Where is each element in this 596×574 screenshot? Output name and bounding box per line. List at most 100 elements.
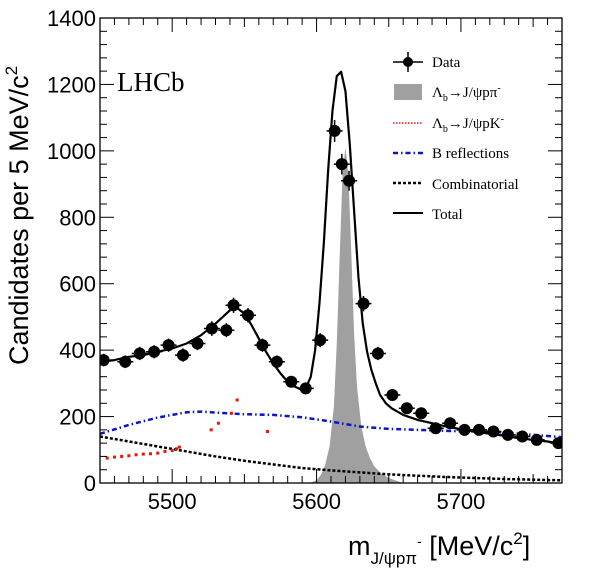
kaon-point <box>141 452 145 456</box>
data-point <box>189 336 206 351</box>
legend-signal-sub: b <box>443 93 448 104</box>
data-point <box>427 422 444 435</box>
combinatorial-layer <box>100 435 562 482</box>
x-tick-label: 5600 <box>292 489 341 514</box>
data-point-marker <box>357 297 370 310</box>
y-tick-label: 1200 <box>47 72 96 97</box>
data-point <box>514 430 531 443</box>
legend-label-data: Data <box>432 55 461 71</box>
data-point <box>384 388 401 401</box>
legend-kaon-sub: b <box>443 124 448 135</box>
kaon-point <box>105 456 109 460</box>
data-point-marker <box>133 347 146 360</box>
legend: Data Λb→J/ψpπ- Λb→J/ψpK- B reflections C… <box>393 52 519 223</box>
data-point-marker <box>472 423 485 436</box>
x-axis-title-sub: J/ψpπ <box>371 549 418 568</box>
kaon-point <box>149 452 153 456</box>
data-point-marker <box>444 417 457 430</box>
data-point <box>218 323 235 338</box>
legend-entry-comb: Combinatorial <box>393 177 519 193</box>
legend-kaon-main: Λ <box>432 116 443 132</box>
data-point-marker <box>148 345 161 358</box>
legend-label-comb: Combinatorial <box>432 177 519 193</box>
legend-label-kaon: Λb→J/ψpK- <box>432 114 504 135</box>
data-point-marker <box>530 433 543 446</box>
data-point <box>499 428 516 441</box>
data-point <box>203 321 220 336</box>
data-point-marker <box>227 299 240 312</box>
data-point-marker <box>191 337 204 350</box>
x-tick-label: 5700 <box>436 489 485 514</box>
data-point-marker <box>285 375 298 388</box>
x-axis-title-unit-post: ] <box>523 531 531 561</box>
legend-kaon-rest: →J/ψpK <box>448 116 501 132</box>
data-point-marker <box>220 324 233 337</box>
combinatorial-line <box>100 435 562 482</box>
data-point-marker <box>162 339 175 352</box>
data-point <box>297 382 314 395</box>
data-point <box>225 297 242 313</box>
legend-signal-rest: →J/ψpπ <box>448 85 498 101</box>
data-point-marker <box>335 158 348 171</box>
signal-area <box>309 147 404 483</box>
x-axis-title-main: m <box>348 531 371 561</box>
legend-data-marker <box>403 57 413 67</box>
signal-layer <box>309 147 404 483</box>
kaon-point <box>170 448 174 452</box>
data-point-marker <box>314 334 327 347</box>
y-tick-label: 1400 <box>47 6 96 31</box>
axis-ticks <box>100 17 563 484</box>
data-point <box>470 423 487 436</box>
data-point-marker <box>328 124 341 137</box>
data-point-marker <box>487 425 500 438</box>
legend-signal-sup: - <box>497 83 500 94</box>
data-point <box>456 423 473 436</box>
y-axis-title: Candidates per 5 MeV/c2 <box>2 66 34 365</box>
data-point-marker <box>400 402 413 415</box>
y-tick-label: 1000 <box>47 139 96 164</box>
y-tick-label: 600 <box>59 272 96 297</box>
data-point <box>312 333 329 348</box>
data-point <box>160 338 177 352</box>
x-tick-label: 5500 <box>148 489 197 514</box>
data-point <box>175 348 192 362</box>
legend-entry-total: Total <box>393 207 463 223</box>
legend-entry-kaon: Λb→J/ψpK- <box>393 114 504 135</box>
data-point-marker <box>386 388 399 401</box>
data-point <box>341 170 358 191</box>
y-axis-title-main: Candidates per 5 MeV/c <box>4 75 34 365</box>
y-tick-label: 0 <box>84 471 96 496</box>
data-point-marker <box>177 349 190 362</box>
kaon-point <box>175 447 179 451</box>
data-point <box>100 353 112 367</box>
kaon-point <box>120 454 124 458</box>
data-point <box>283 375 300 388</box>
data-point-marker <box>205 322 218 335</box>
kaon-point <box>177 445 181 449</box>
legend-entry-signal: Λb→J/ψpπ- <box>394 83 501 104</box>
legend-signal-swatch <box>394 84 422 100</box>
kaon-point <box>235 398 239 402</box>
data-point <box>355 296 372 312</box>
kaon-point <box>156 451 160 455</box>
data-point <box>398 402 415 415</box>
data-point-marker <box>299 382 312 395</box>
legend-signal-main: Λ <box>432 85 443 101</box>
x-axis-title: mJ/ψpπ- [MeV/c2] <box>348 529 530 568</box>
y-tick-label: 200 <box>59 405 96 430</box>
data-point-marker <box>371 347 384 360</box>
data-point-marker <box>270 355 283 368</box>
data-points-layer <box>100 119 562 450</box>
data-point-marker <box>501 428 514 441</box>
kaon-point <box>134 453 138 457</box>
kaon-point <box>229 411 233 415</box>
data-point-marker <box>458 423 471 436</box>
data-point-marker <box>119 355 132 368</box>
legend-label-signal: Λb→J/ψpπ- <box>432 83 501 104</box>
kaon-component-layer <box>105 398 269 460</box>
data-point <box>528 433 545 446</box>
data-point <box>268 355 285 369</box>
data-point <box>485 425 502 438</box>
data-point-marker <box>516 430 529 443</box>
